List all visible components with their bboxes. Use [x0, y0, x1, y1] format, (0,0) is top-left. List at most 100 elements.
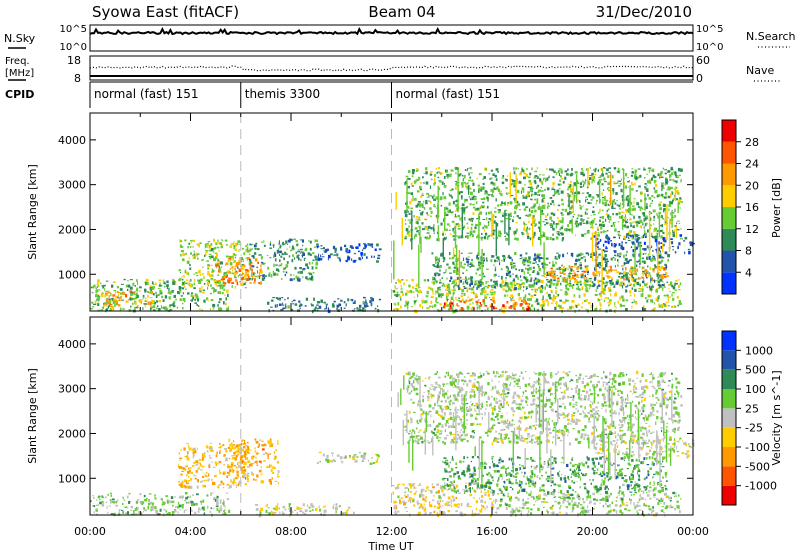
data-cell [263, 274, 265, 276]
data-cell [414, 227, 418, 230]
data-cell [192, 452, 195, 455]
data-cell [674, 279, 678, 282]
data-cell [670, 186, 673, 190]
data-cell [120, 509, 123, 511]
data-cell [539, 286, 542, 290]
data-cell [526, 259, 528, 263]
data-cell [466, 186, 469, 188]
data-cell [196, 485, 199, 489]
data-cell [331, 460, 334, 463]
data-cell [451, 196, 453, 199]
data-cell [409, 230, 411, 233]
data-cell [314, 255, 317, 259]
data-cell [209, 292, 213, 295]
data-cell [634, 177, 638, 180]
data-cell [218, 301, 221, 304]
power-colorbar-tick-label: 8 [745, 245, 752, 258]
data-cell [233, 446, 237, 450]
data-cell [620, 305, 624, 307]
data-cell [445, 286, 447, 288]
data-cell [112, 301, 115, 304]
data-cell [180, 246, 184, 248]
data-cell [325, 306, 327, 310]
data-cell [286, 243, 289, 245]
data-cell [678, 199, 681, 203]
data-cell [484, 304, 488, 307]
data-cell [126, 280, 129, 282]
data-cell [459, 309, 461, 311]
data-cell [596, 194, 599, 196]
data-cell [150, 501, 152, 505]
data-cell [190, 478, 192, 481]
data-cell [660, 274, 664, 278]
data-cell [186, 455, 189, 458]
data-streak [411, 211, 413, 250]
data-cell [514, 204, 518, 209]
data-cell [625, 273, 628, 277]
data-cell [472, 195, 476, 198]
data-cell [286, 248, 288, 250]
data-cell [316, 301, 320, 304]
data-cell [536, 263, 539, 266]
data-cell [147, 294, 149, 298]
data-cell [486, 293, 489, 296]
data-cell [241, 439, 245, 441]
data-cell [634, 293, 636, 297]
data-cell [404, 210, 407, 214]
data-cell [216, 495, 219, 499]
data-cell [638, 282, 641, 286]
data-cell [550, 202, 553, 204]
data-streak [572, 183, 574, 214]
data-cell [187, 496, 190, 499]
data-cell [535, 300, 539, 303]
data-cell [295, 240, 298, 243]
data-cell [512, 279, 516, 282]
data-cell [429, 305, 432, 308]
data-cell [414, 236, 416, 240]
data-cell [477, 184, 480, 187]
data-cell [602, 249, 605, 252]
data-cell [541, 205, 543, 209]
data-cell [614, 293, 617, 297]
data-cell [467, 258, 470, 260]
data-cell [197, 257, 199, 260]
data-cell [633, 215, 635, 220]
data-cell [477, 284, 480, 289]
data-cell [599, 208, 601, 213]
data-cell [449, 304, 452, 308]
data-cell [185, 282, 187, 284]
data-cell [219, 286, 222, 290]
data-cell [393, 309, 395, 311]
data-cell [661, 188, 663, 192]
data-cell [459, 217, 461, 221]
data-cell [623, 212, 625, 214]
data-cell [338, 303, 341, 306]
data-cell [488, 235, 491, 237]
data-cell [323, 249, 325, 252]
data-cell [445, 211, 447, 215]
data-cell [658, 304, 662, 308]
data-cell [345, 303, 347, 307]
data-cell [576, 224, 579, 228]
data-cell [631, 183, 635, 186]
data-cell [269, 438, 272, 441]
data-cell [188, 475, 190, 478]
data-cell [326, 248, 330, 251]
data-cell [407, 302, 409, 306]
data-cell [608, 218, 612, 221]
data-cell [125, 294, 128, 298]
data-cell [655, 297, 658, 300]
data-cell [451, 211, 454, 213]
data-cell [491, 255, 493, 258]
data-cell [560, 272, 564, 274]
data-cell [509, 256, 512, 260]
data-cell [629, 234, 632, 237]
data-cell [180, 485, 184, 488]
data-cell [480, 237, 483, 241]
data-cell [674, 208, 676, 212]
data-cell [429, 195, 433, 197]
data-cell [475, 272, 478, 275]
data-cell [192, 296, 195, 300]
data-cell [246, 246, 249, 250]
data-cell [548, 284, 552, 288]
